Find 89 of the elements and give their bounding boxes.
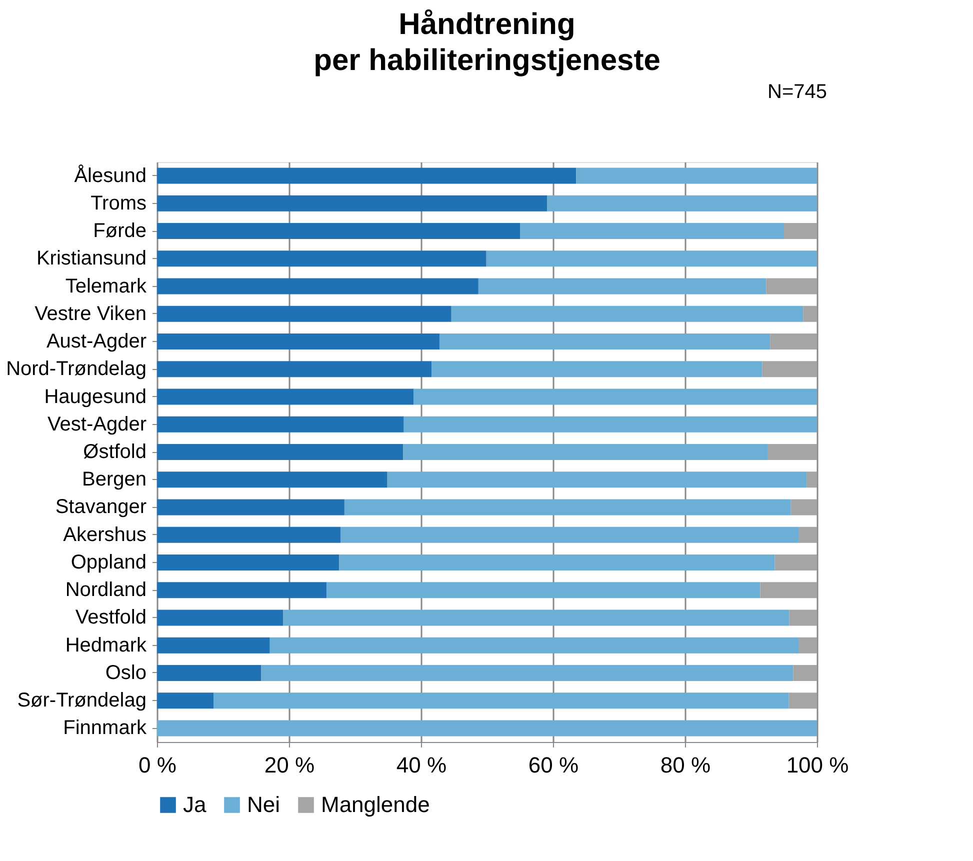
bar [157,554,340,570]
bar [157,472,388,488]
x-tick-label: 0 % [138,752,176,778]
y-tick-label: Aust-Agder [46,330,147,353]
bar [576,168,817,184]
y-tick-label: Vestfold [75,606,146,629]
bar [762,361,817,378]
bar [798,526,817,543]
bar [157,692,214,709]
x-tick-label: 40 % [396,752,447,778]
bar [157,388,414,405]
y-tick-label: Stavanger [55,496,147,518]
bar [157,334,440,350]
bar [806,472,817,488]
y-tick-label: Vestre Viken [34,302,146,325]
bar [157,664,262,681]
y-tick-label: Sør-Trøndelag [17,690,146,712]
bar [157,610,284,626]
text: N=745 [768,81,827,103]
bar [157,223,520,240]
y-tick-label: Akershus [63,524,146,546]
bar [403,444,768,460]
bar [157,306,452,322]
text: Håndtrening [398,8,576,41]
y-tick-label: Hedmark [65,634,148,656]
bar [793,664,817,681]
bar [789,610,817,626]
legend-label: Manglende [321,792,430,817]
y-tick-label: Troms [90,192,146,214]
y-tick-label: Telemark [65,275,148,298]
bar [432,361,762,378]
x-tick-label: 20 % [264,752,315,778]
x-tick-label: 80 % [660,752,711,778]
bar [770,334,817,350]
y-tick-label: Vest-Agder [48,413,147,436]
bar [157,168,576,184]
bar [486,250,817,267]
y-tick-label: Finnmark [63,717,148,740]
bar [157,195,548,212]
bar [451,306,804,322]
bar [798,637,817,654]
y-tick-label: Haugesund [44,386,146,408]
y-tick-label: Førde [93,220,146,242]
bar [478,278,766,294]
bar [339,554,775,570]
bar [414,388,817,405]
y-tick-label: Oppland [70,551,146,574]
y-tick-label: Oslo [105,662,146,684]
y-tick-label: Nordland [65,579,146,602]
bar [520,223,784,240]
y-tick-label: Kristiansund [36,248,146,270]
bar [340,526,799,543]
legend-label: Nei [247,792,280,817]
bar [790,499,817,516]
bar [439,334,770,350]
bar [270,637,799,654]
y-tick-label: Ålesund [74,164,146,187]
bar [157,361,432,378]
bar [326,582,760,598]
bar [157,526,340,543]
bar [547,195,817,212]
y-tick-label: Nord-Trøndelag [6,358,146,380]
bar [784,223,817,240]
bar [766,278,817,294]
y-tick-label: Østfold [83,441,146,463]
x-tick-label: 100 % [786,752,849,778]
bar [387,472,806,488]
bar [157,250,486,267]
bar [214,692,789,709]
bar [404,416,817,432]
text: per habiliteringstjeneste [314,44,660,77]
bar [157,720,817,736]
bar [261,664,794,681]
bar [803,306,817,322]
bar [344,499,791,516]
bar [157,499,344,516]
bar [283,610,790,626]
bar [157,637,270,654]
bar [157,416,404,432]
bar [768,444,817,460]
bar [760,582,817,598]
bar [157,278,478,294]
x-tick-label: 60 % [528,752,579,778]
bar [774,554,817,570]
y-tick-label: Bergen [82,468,146,491]
legend-label: Ja [183,792,207,817]
bar [788,692,817,709]
bar [157,582,327,598]
bar [157,444,404,460]
